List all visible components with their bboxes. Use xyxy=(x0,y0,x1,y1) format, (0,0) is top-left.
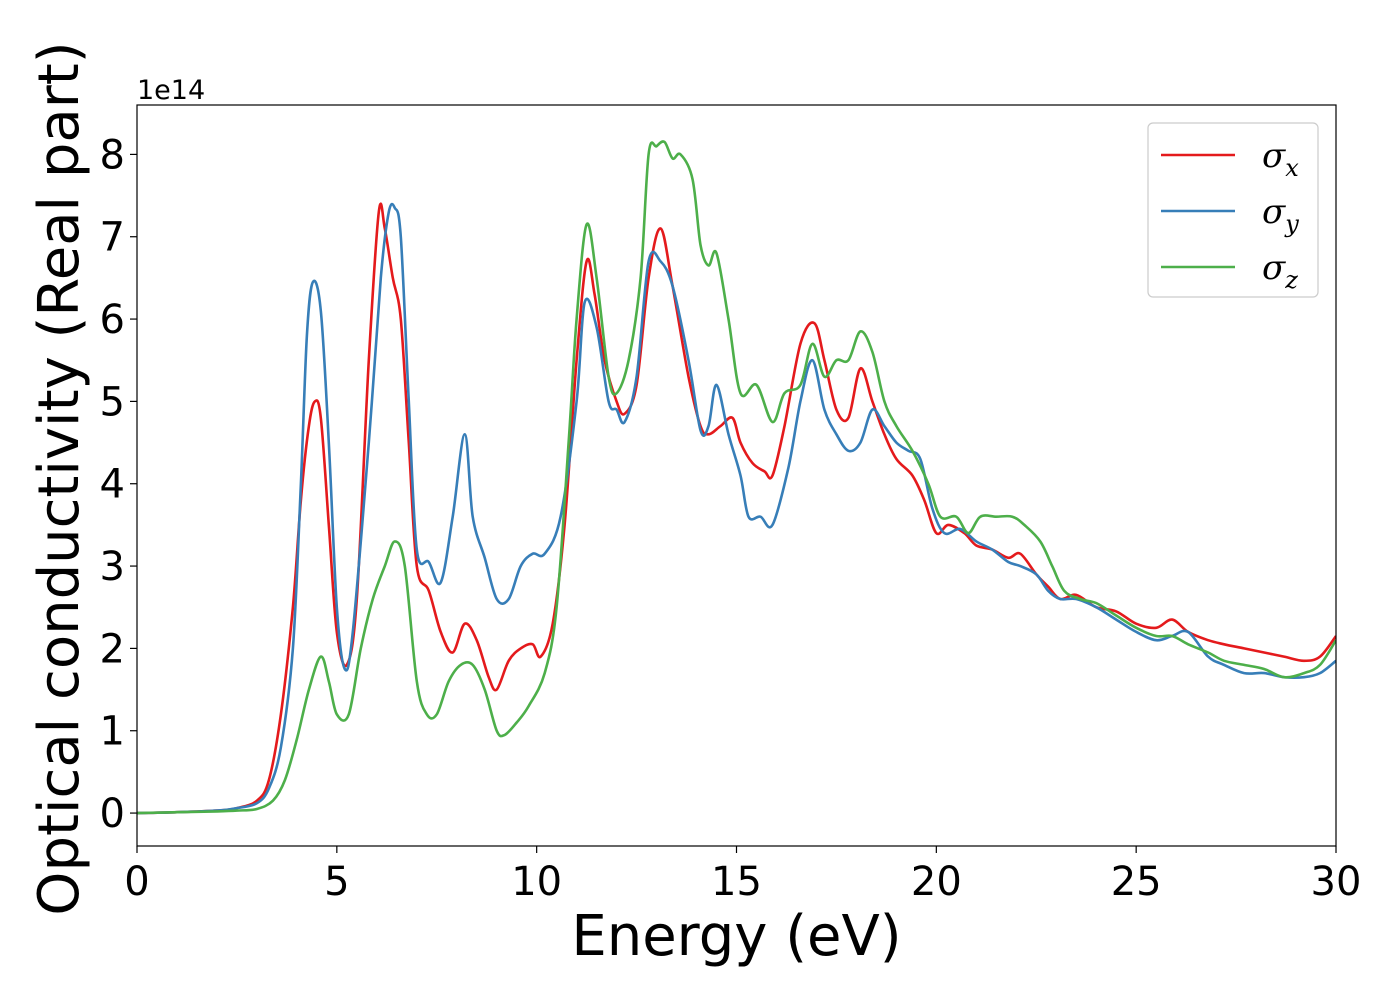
legend-label-y: σy xyxy=(1262,192,1299,238)
series-line-z xyxy=(137,140,1336,815)
ticks-layer: 0 5 10 15 20 25 30 0 1 2 3 4 5 6 7 8 xyxy=(100,132,1362,905)
legend-subscript: z xyxy=(1284,266,1298,294)
x-tick-label: 15 xyxy=(711,859,762,905)
legend-label-x: σx xyxy=(1262,136,1299,182)
y-tick-label: 8 xyxy=(100,132,125,178)
y-tick-label: 1 xyxy=(100,709,125,755)
y-tick-label: 2 xyxy=(100,626,125,672)
legend-label-z: σz xyxy=(1262,248,1298,294)
x-tick-label: 10 xyxy=(511,859,562,905)
x-tick-label: 5 xyxy=(324,859,349,905)
y-tick-label: 7 xyxy=(100,215,125,261)
x-tick-label: 30 xyxy=(1311,859,1362,905)
series-layer xyxy=(137,140,1336,815)
y-tick-label: 6 xyxy=(100,297,125,343)
legend-symbol: σ xyxy=(1262,192,1286,232)
legend-subscript: x xyxy=(1285,154,1299,182)
y-tick-label: 0 xyxy=(100,791,125,837)
y-tick-label: 3 xyxy=(100,544,125,590)
y-tick-label: 5 xyxy=(100,379,125,425)
x-axis-label: Energy (eV) xyxy=(571,904,901,969)
legend-symbol: σ xyxy=(1262,248,1286,288)
y-axis-label: Optical conductivity (Real part) xyxy=(27,41,92,915)
legend-subscript: y xyxy=(1284,210,1299,238)
x-tick-label: 25 xyxy=(1111,859,1162,905)
legend-symbol: σ xyxy=(1262,136,1286,176)
x-tick-label: 0 xyxy=(124,859,149,905)
x-tick-label: 20 xyxy=(911,859,962,905)
series-line-y xyxy=(137,202,1336,815)
y-tick-label: 4 xyxy=(100,462,125,508)
y-offset-text: 1e14 xyxy=(137,75,205,106)
